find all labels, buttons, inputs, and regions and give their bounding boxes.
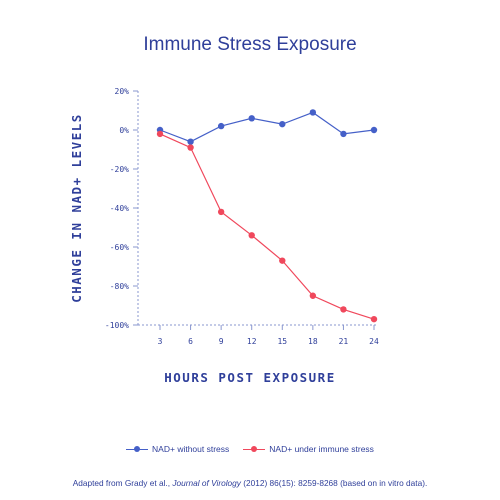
source-journal: Journal of Virology <box>172 478 241 488</box>
data-point-0 <box>340 130 347 138</box>
x-ticks: 3 6 9 12 15 18 21 24 <box>158 325 379 346</box>
axes <box>137 91 378 326</box>
x-tick-label: 9 <box>219 337 224 346</box>
y-ticks: 20% 0% -20% -40% -60% -80% -100% <box>105 87 138 330</box>
data-point-1 <box>370 315 378 323</box>
x-tick-label: 21 <box>339 337 349 346</box>
x-tick-label: 6 <box>188 337 193 346</box>
legend-swatch-blue <box>126 445 149 453</box>
data-point-0 <box>187 138 194 145</box>
y-tick-label: -60% <box>110 243 129 252</box>
x-axis-label: HOURS POST EXPOSURE <box>164 370 336 385</box>
data-point-1 <box>156 130 164 138</box>
y-tick-label: -80% <box>110 282 129 291</box>
x-tick-label: 3 <box>158 337 163 346</box>
source-text-before: Adapted from Grady et al., <box>72 478 173 488</box>
data-point-1 <box>279 257 286 264</box>
data-point-0 <box>370 126 378 134</box>
legend-dot <box>134 446 141 452</box>
data-point-1 <box>340 306 347 313</box>
data-point-0 <box>309 109 317 116</box>
data-point-0 <box>279 120 286 128</box>
y-axis-label: CHANGE IN NAD+ LEVELS <box>69 113 84 303</box>
legend-item-without-stress: NAD+ without stress <box>126 444 229 454</box>
legend-item-under-stress: NAD+ under immune stress <box>243 444 374 454</box>
y-tick-label: 0% <box>119 126 129 135</box>
series-line-0 <box>159 111 375 143</box>
y-tick-label: -40% <box>110 204 129 213</box>
series-layer <box>156 109 378 323</box>
data-point-0 <box>248 115 255 122</box>
x-tick-label: 12 <box>247 337 257 346</box>
legend-label: NAD+ without stress <box>152 444 230 454</box>
y-tick-label: -20% <box>110 165 129 174</box>
data-point-1 <box>187 144 194 151</box>
data-point-1 <box>217 208 225 216</box>
legend-swatch-red <box>243 445 266 453</box>
legend-label: NAD+ under immune stress <box>269 444 374 454</box>
data-point-1 <box>309 292 317 299</box>
y-tick-label: 20% <box>115 87 130 96</box>
series-line-1 <box>159 133 375 320</box>
y-tick-label: -100% <box>105 321 129 330</box>
legend-dot <box>251 446 258 452</box>
x-tick-label: 24 <box>369 337 379 346</box>
x-tick-label: 15 <box>277 337 287 346</box>
data-point-1 <box>248 232 255 239</box>
legend: NAD+ without stress NAD+ under immune st… <box>0 444 500 454</box>
data-point-0 <box>217 122 225 130</box>
source-note: Adapted from Grady et al., Journal of Vi… <box>0 478 500 488</box>
source-text-after: (2012) 86(15): 8259-8268 (based on in vi… <box>240 478 428 488</box>
x-tick-label: 18 <box>308 337 318 346</box>
chart-title: Immune Stress Exposure <box>143 34 357 55</box>
